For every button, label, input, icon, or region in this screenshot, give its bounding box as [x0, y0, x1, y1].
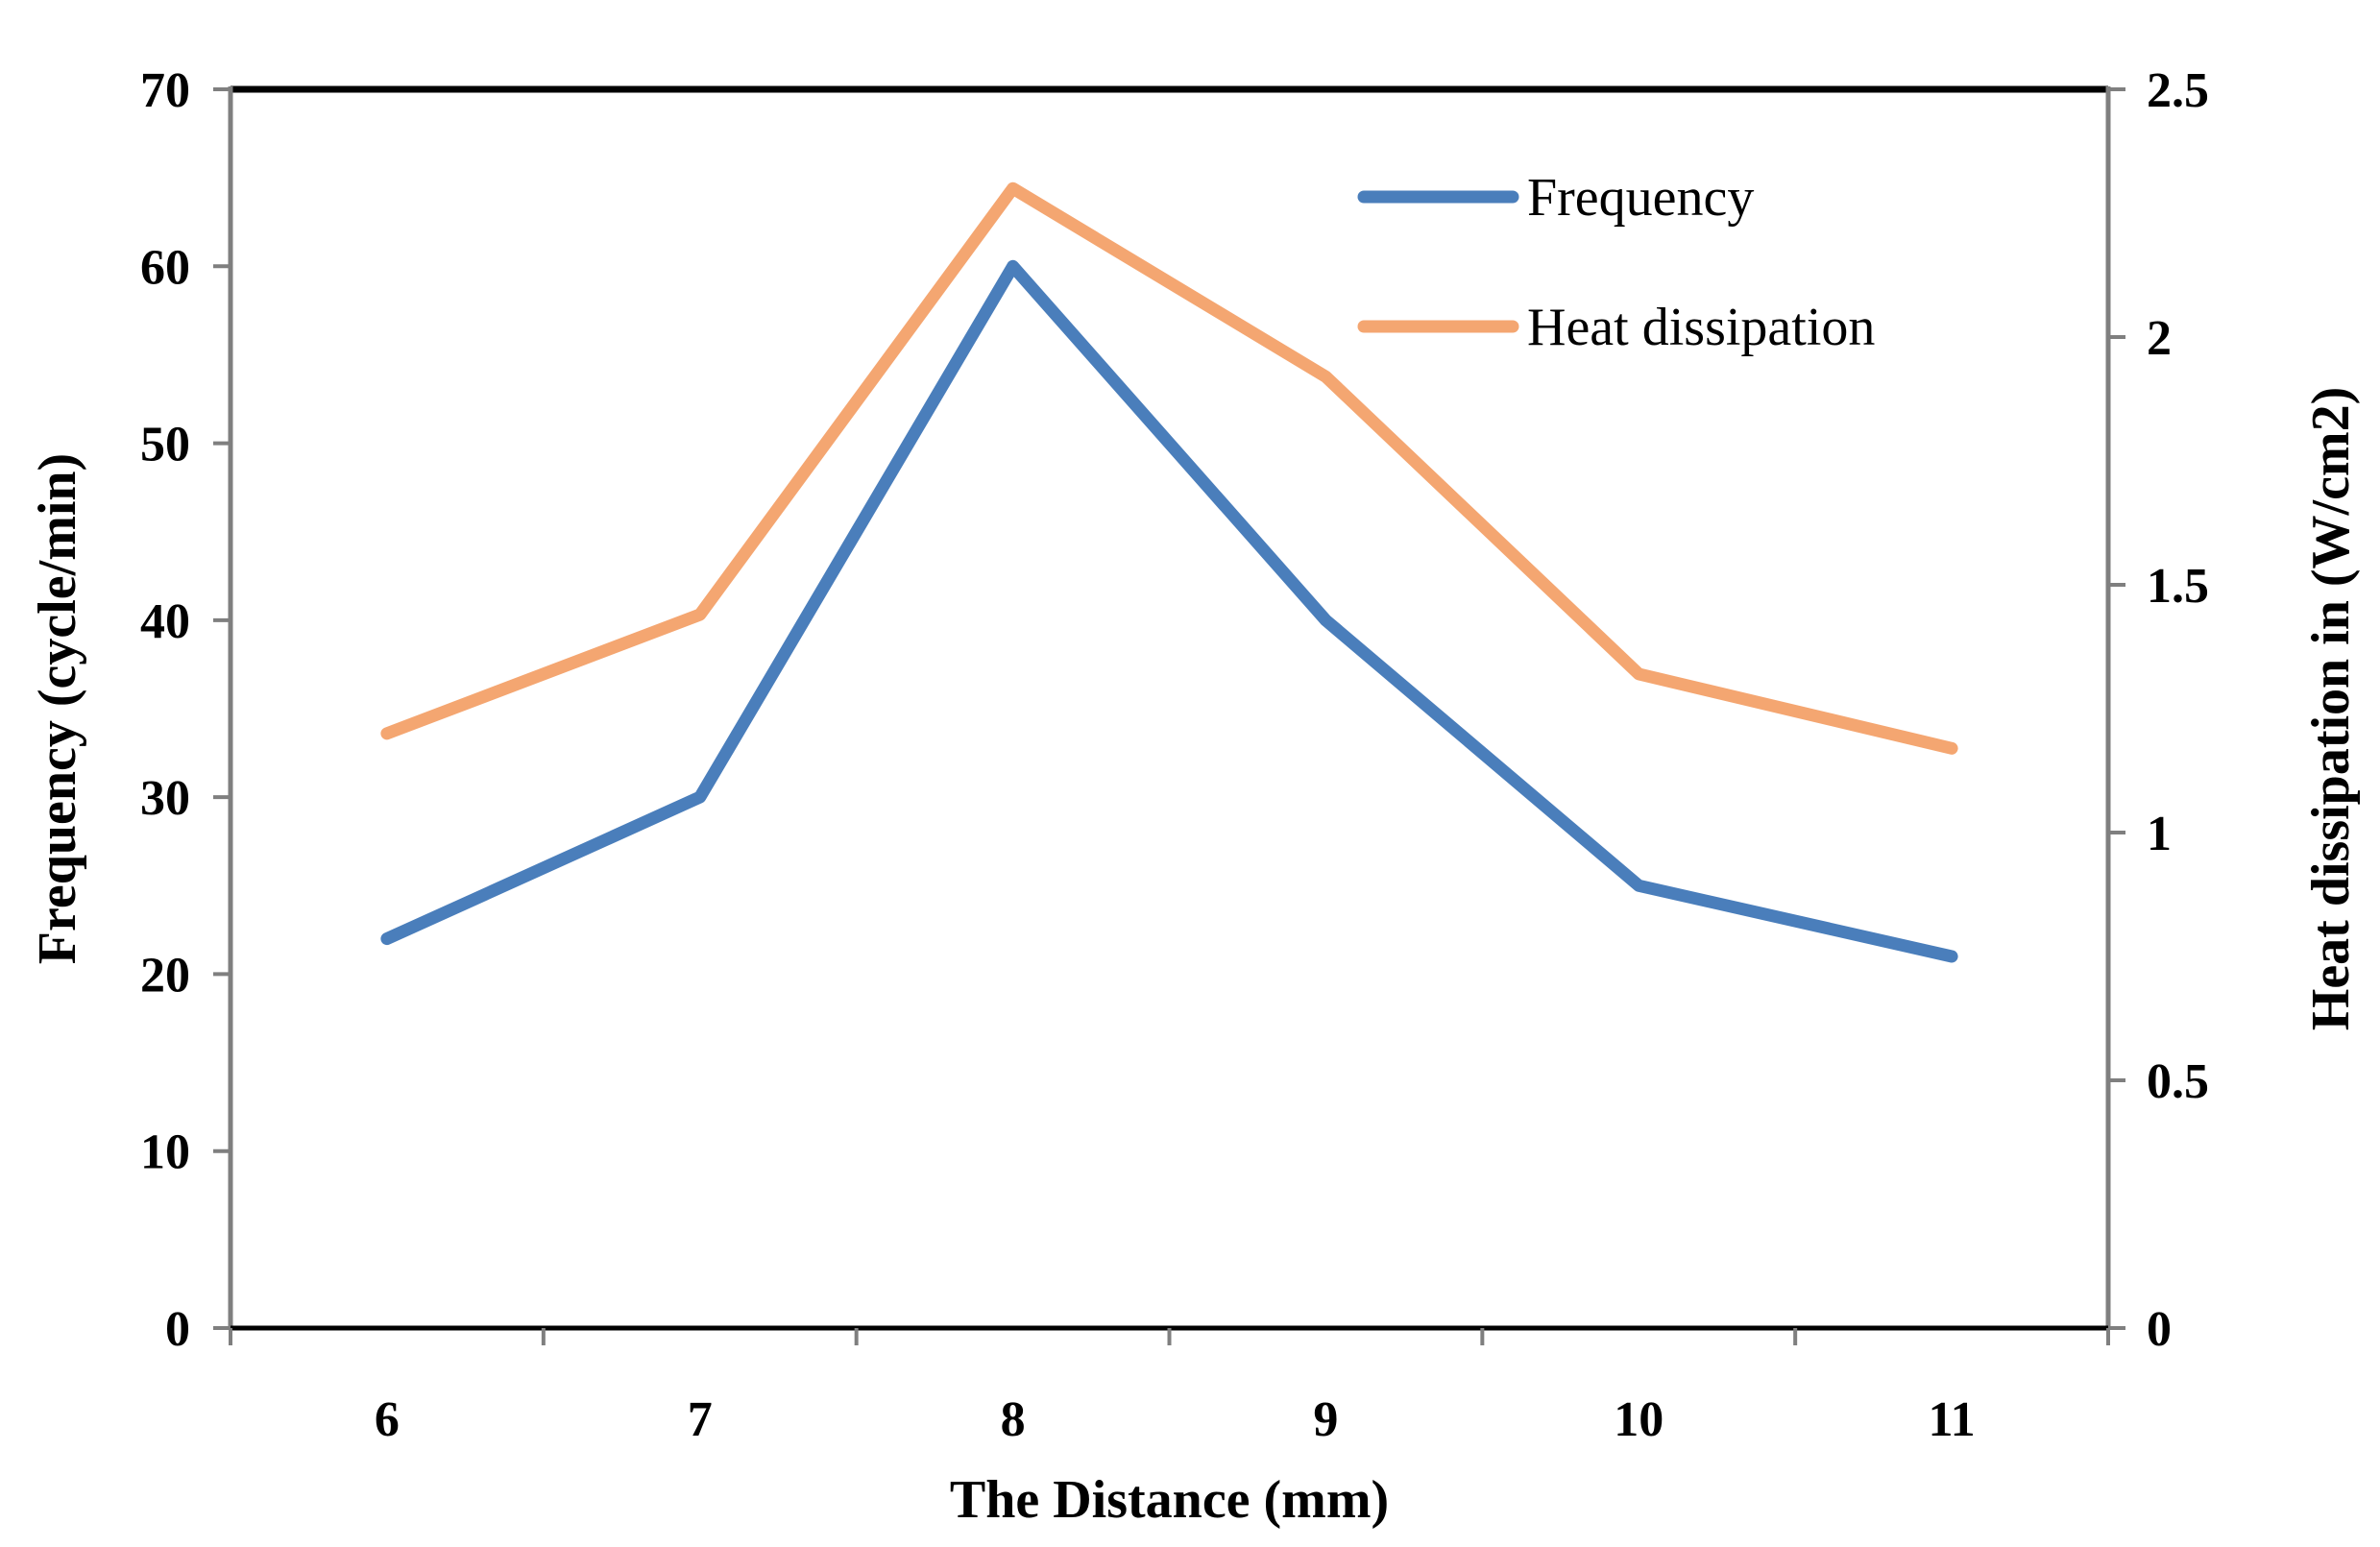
- x-tick-label: 6: [375, 1392, 400, 1447]
- x-tick-label: 11: [1929, 1392, 1976, 1447]
- legend-label-frequency: Frequency: [1527, 168, 1754, 228]
- y-tick-label: 10: [140, 1125, 190, 1180]
- y2-axis-title: Heat dissipation in (W/cm2): [2301, 387, 2361, 1030]
- y2-tick-label: 2.5: [2147, 63, 2209, 118]
- series-line-heat-dissipation: [380, 181, 1958, 755]
- y2-tick-label: 1.5: [2147, 559, 2209, 614]
- x-tick-label: 9: [1313, 1392, 1338, 1447]
- x-tick-label: 10: [1614, 1392, 1664, 1447]
- y-tick-label: 20: [140, 948, 190, 1003]
- y2-tick-label: 0.5: [2147, 1054, 2209, 1109]
- y2-tick-label: 2: [2147, 311, 2172, 366]
- series-line-frequency: [380, 259, 1958, 963]
- series-layer: [380, 181, 1958, 963]
- y-tick-label: 0: [165, 1302, 190, 1357]
- y-tick-label: 60: [140, 240, 190, 295]
- y2-tick-label: 0: [2147, 1302, 2172, 1357]
- x-axis-title: The Distance (mm): [950, 1470, 1389, 1530]
- y-tick-label: 70: [140, 63, 190, 118]
- legend-label-heat-dissipation: Heat dissipation: [1527, 298, 1875, 357]
- y-tick-label: 50: [140, 418, 190, 472]
- plot-area: [231, 89, 2108, 1328]
- legend: Frequency Heat dissipation: [1357, 168, 1875, 357]
- y-tick-label: 30: [140, 771, 190, 826]
- x-tick-label: 7: [688, 1392, 713, 1447]
- y-tick-label: 40: [140, 594, 190, 649]
- x-tick-label: 8: [1001, 1392, 1026, 1447]
- ticks-layer: 0 10 20 30 40 50 60 70 0 0.5 1 1.5 2 2.5 6 7 8 9 10 11: [140, 63, 2209, 1447]
- y-axis-title: Frequency (cycle/min): [28, 453, 87, 964]
- y2-tick-label: 1: [2147, 807, 2172, 861]
